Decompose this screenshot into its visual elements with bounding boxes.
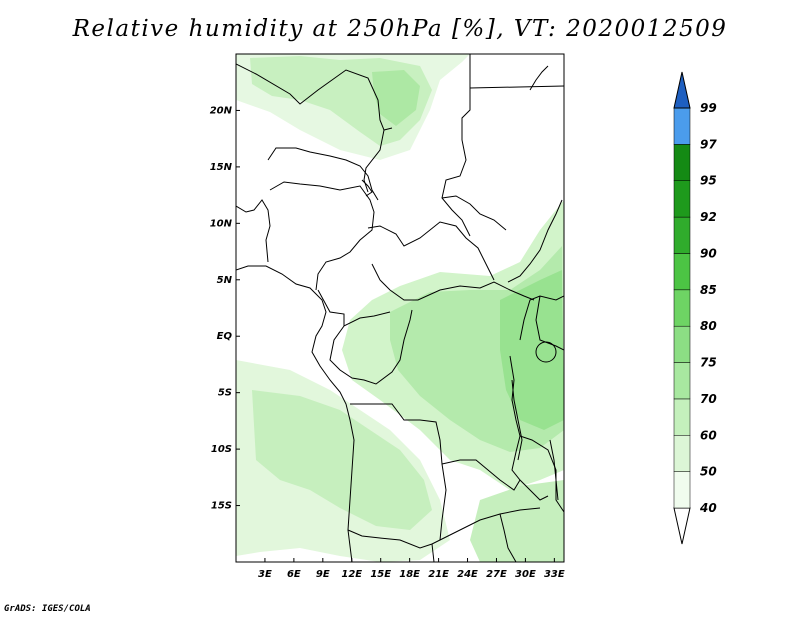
lake-tanganyika (511, 379, 523, 461)
border-southeast-lake (499, 513, 517, 562)
border-sudan-chad (441, 195, 507, 231)
border-zambia-south (439, 507, 541, 541)
longitude-axis: 3E 6E 9E 12E 15E 18E 21E 24E 27E 30E 33E (258, 558, 565, 580)
border-congo-drc (329, 309, 413, 385)
colorbar-label: 97 (700, 137, 717, 151)
lon-tick-label: 21E (428, 569, 449, 580)
lon-tick-label: 6E (287, 569, 301, 580)
lat-tick-label: EQ (217, 331, 233, 342)
humidity-region-north-spot (372, 70, 420, 126)
colorbar-label: 85 (700, 283, 717, 297)
border-nigeria-cameroon (269, 181, 375, 291)
colorbar-segment (673, 471, 691, 509)
chart-title: Relative humidity at 250hPa [%], VT: 202… (72, 16, 728, 42)
border-niger-nigeria (267, 147, 379, 201)
lon-tick-label: 30E (515, 569, 536, 580)
lon-tick-label: 33E (544, 569, 565, 580)
colorbar: 40 50 60 70 75 80 85 90 92 95 97 99 (673, 71, 717, 545)
lat-tick-label: 10N (210, 218, 233, 229)
humidity-region-southwest-core (252, 390, 432, 530)
lat-tick-label: 5N (217, 275, 233, 286)
border-coastline-west (236, 265, 355, 562)
colorbar-segment (673, 216, 691, 254)
lat-tick-label: 10S (211, 444, 232, 455)
humidity-region-southeast (470, 480, 564, 562)
lake-chad (361, 179, 373, 197)
colorbar-segment (673, 398, 691, 436)
colorbar-segment (673, 289, 691, 327)
border-benin-togo (236, 199, 271, 263)
colorbar-label: 40 (699, 501, 717, 515)
border-egypt-coast (529, 65, 549, 91)
colorbar-label: 99 (700, 101, 717, 115)
lon-tick-label: 15E (370, 569, 391, 580)
colorbar-label: 92 (700, 210, 717, 224)
border-angola-zambia (347, 463, 447, 549)
latitude-axis: 20N 15N 10N 5N EQ 5S 10S 15S (210, 105, 240, 512)
map-frame (235, 53, 565, 563)
border-car-drc (371, 263, 535, 301)
credit-label: GrADS: IGES/COLA (4, 604, 91, 614)
colorbar-segment (673, 362, 691, 400)
border-namibia (431, 543, 435, 562)
colorbar-label: 75 (700, 356, 717, 370)
humidity-shading (236, 54, 564, 562)
colorbar-segment (673, 107, 691, 145)
lakes (361, 179, 559, 501)
colorbar-label: 70 (700, 392, 717, 406)
border-north-sahara (236, 63, 393, 131)
colorbar-segment (673, 325, 691, 363)
colorbar-segment (673, 144, 691, 181)
colorbar-top-arrow (673, 71, 691, 109)
humidity-region-central-deep (500, 270, 564, 430)
border-east-lakes (519, 295, 564, 341)
colorbar-label: 95 (700, 174, 717, 188)
border-libya-egypt (469, 85, 564, 89)
border-malawi (511, 435, 549, 501)
lake-victoria (535, 341, 557, 363)
colorbar-label: 60 (700, 428, 717, 442)
colorbar-bottom-arrow (673, 507, 691, 545)
border-cameroon-car (367, 221, 495, 281)
colorbar-segment (673, 435, 691, 472)
colorbar-label: 90 (700, 246, 717, 260)
lon-tick-label: 18E (399, 569, 420, 580)
map-area (236, 54, 564, 562)
border-sudan (507, 199, 563, 283)
lon-tick-label: 27E (486, 569, 507, 580)
colorbar-segment (673, 180, 691, 218)
lake-malawi (549, 439, 559, 501)
border-uganda-kenya (535, 295, 564, 351)
colorbar-segment (673, 253, 691, 291)
lat-tick-label: 15N (210, 162, 233, 173)
colorbar-label: 50 (700, 465, 717, 479)
colorbar-label: 80 (700, 319, 717, 333)
lat-tick-label: 5S (218, 388, 232, 399)
lat-tick-label: 20N (210, 105, 233, 116)
border-vertical-north (441, 54, 471, 237)
lon-tick-label: 24E (457, 569, 478, 580)
lon-tick-label: 3E (258, 569, 272, 580)
lon-tick-label: 12E (341, 569, 362, 580)
border-drc-angola (350, 403, 521, 491)
lon-tick-label: 9E (316, 569, 330, 580)
lat-tick-label: 15S (211, 501, 232, 512)
